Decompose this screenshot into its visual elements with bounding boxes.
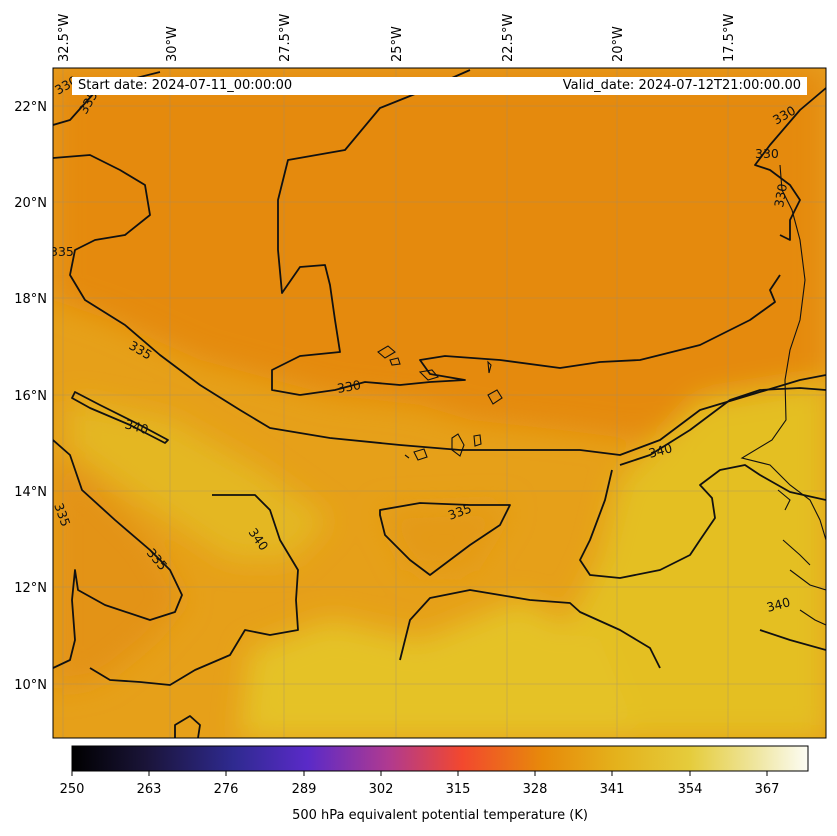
contour-335-south <box>53 439 183 669</box>
contour-label: 335 <box>50 244 74 259</box>
map-frame <box>52 67 827 739</box>
field-warm-region-east <box>560 380 826 738</box>
colorbar-tick-label: 354 <box>678 782 703 797</box>
contour-340-main <box>89 387 826 686</box>
field-cold-center <box>380 505 510 570</box>
contour-label: 330 <box>336 377 362 396</box>
colorbar-tick-label: 289 <box>292 782 317 797</box>
lon-label: 17.5°W <box>722 14 737 62</box>
colorbar: 250 263 276 289 302 315 328 341 354 367 <box>60 745 809 797</box>
field-warm-band <box>70 400 330 560</box>
colorbar-gradient <box>71 745 809 772</box>
islands-north <box>377 345 503 405</box>
contour-label: 335 <box>51 501 73 529</box>
lat-label: 22°N <box>14 100 47 115</box>
start-date-text: Start date: 2024-07-11_00:00:00 <box>78 78 293 93</box>
african-coast <box>740 164 826 626</box>
theta-e-field: 330 330 330 330 330 335 335 335 335 335 … <box>50 68 826 738</box>
colorbar-tick-label: 276 <box>214 782 239 797</box>
colorbar-tick-label: 302 <box>369 782 394 797</box>
lon-label: 30°W <box>165 26 180 62</box>
contour-label: 330 <box>771 182 790 208</box>
lat-label: 16°N <box>14 389 47 404</box>
colorbar-ticks <box>71 771 768 776</box>
contour-label: 340 <box>123 416 150 437</box>
contour-340-ring <box>71 391 169 444</box>
contour-340-south-blob <box>174 715 201 738</box>
contour-label: 340 <box>647 440 674 461</box>
field-cold-region <box>53 68 826 440</box>
lat-label: 20°N <box>14 196 47 211</box>
lat-label: 18°N <box>14 292 47 307</box>
colorbar-tick-label: 263 <box>137 782 162 797</box>
contour-label: 340 <box>765 594 792 615</box>
lat-label: 12°N <box>14 581 47 596</box>
lat-label: 14°N <box>14 485 47 500</box>
colorbar-label: 500 hPa equivalent potential temperature… <box>292 808 588 823</box>
lon-label: 22.5°W <box>501 14 516 62</box>
lon-label: 25°W <box>390 26 405 62</box>
colorbar-tick-label: 341 <box>600 782 625 797</box>
lon-label: 32.5°W <box>57 14 72 62</box>
field-cold-southwest <box>53 450 185 690</box>
lon-label: 20°W <box>611 26 626 62</box>
valid-date-text: Valid_date: 2024-07-12T21:00:00.00 <box>562 78 801 93</box>
longitude-labels: 32.5°W 30°W 27.5°W 25°W 22.5°W 20°W 17.5… <box>57 14 737 62</box>
contour-335-north <box>53 154 826 456</box>
contour-label: 330 <box>755 146 779 161</box>
lat-label: 10°N <box>14 678 47 693</box>
islands-south <box>404 433 482 461</box>
contour-330-main <box>271 69 826 396</box>
coastlines <box>377 164 826 626</box>
colorbar-tick-label: 315 <box>446 782 471 797</box>
latitude-labels: 22°N 20°N 18°N 16°N 14°N 12°N 10°N <box>14 100 47 693</box>
contour-335-center <box>379 502 511 576</box>
field-warm-region-south <box>240 600 640 738</box>
colorbar-tick-label: 367 <box>755 782 780 797</box>
colorbar-tick-label: 250 <box>60 782 85 797</box>
date-header: Start date: 2024-07-11_00:00:00 Valid_da… <box>72 77 807 95</box>
colorbar-tick-label: 328 <box>523 782 548 797</box>
lon-label: 27.5°W <box>278 14 293 62</box>
